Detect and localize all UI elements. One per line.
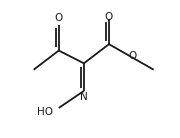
Text: O: O [128, 51, 136, 61]
Text: HO: HO [37, 107, 53, 117]
Text: N: N [80, 92, 88, 102]
Text: O: O [105, 12, 113, 22]
Text: O: O [55, 14, 63, 23]
